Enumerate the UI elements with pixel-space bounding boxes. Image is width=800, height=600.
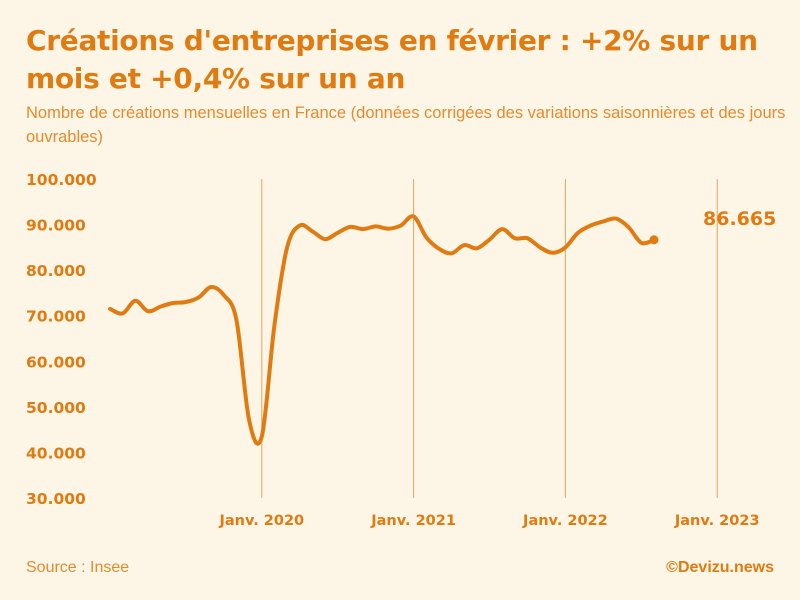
x-tick-label: Janv. 2021 [370, 513, 456, 529]
last-value-label: 86.665 [703, 208, 776, 230]
y-tick-label: 30.000 [26, 490, 86, 508]
chart-title: Créations d'entreprises en février : +2%… [26, 24, 758, 95]
series-line [108, 214, 656, 446]
y-tick-label: 100.000 [26, 171, 97, 189]
y-tick-label: 90.000 [26, 217, 86, 235]
x-tick-label: Janv. 2022 [522, 513, 608, 529]
x-tick-label: Janv. 2023 [674, 513, 760, 529]
x-tick-label: Janv. 2020 [218, 513, 304, 529]
y-tick-label: 50.000 [26, 399, 86, 417]
chart-subtitle: Nombre de créations mensuelles en France… [26, 104, 786, 146]
y-tick-label: 70.000 [26, 308, 86, 326]
y-tick-label: 60.000 [26, 353, 86, 371]
last-value-point [649, 235, 659, 245]
brand-credit: ©Devizu.news [666, 559, 774, 576]
y-tick-label: 40.000 [26, 444, 86, 462]
y-tick-label: 80.000 [26, 262, 86, 280]
source-note: Source : Insee [26, 559, 130, 576]
